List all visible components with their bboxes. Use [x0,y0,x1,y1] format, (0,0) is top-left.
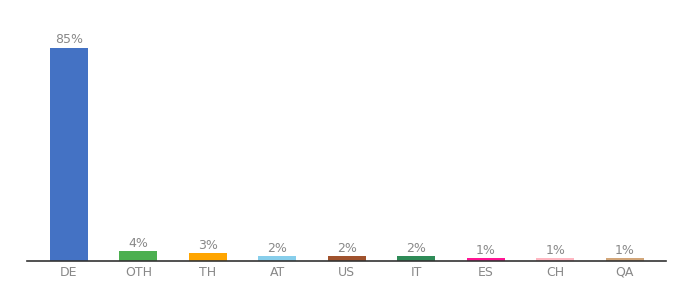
Bar [536,259,575,261]
Bar [258,256,296,261]
Bar [397,256,435,261]
Text: 1%: 1% [476,244,496,257]
Bar [606,259,644,261]
Text: 4%: 4% [129,237,148,250]
Bar [466,259,505,261]
Text: 2%: 2% [337,242,357,255]
Text: 1%: 1% [615,244,634,257]
Bar [50,48,88,261]
Text: 2%: 2% [407,242,426,255]
Bar [328,256,366,261]
Text: 3%: 3% [198,239,218,252]
Bar [189,254,227,261]
Text: 1%: 1% [545,244,565,257]
Text: 2%: 2% [267,242,287,255]
Bar [119,251,158,261]
Text: 85%: 85% [55,33,83,46]
